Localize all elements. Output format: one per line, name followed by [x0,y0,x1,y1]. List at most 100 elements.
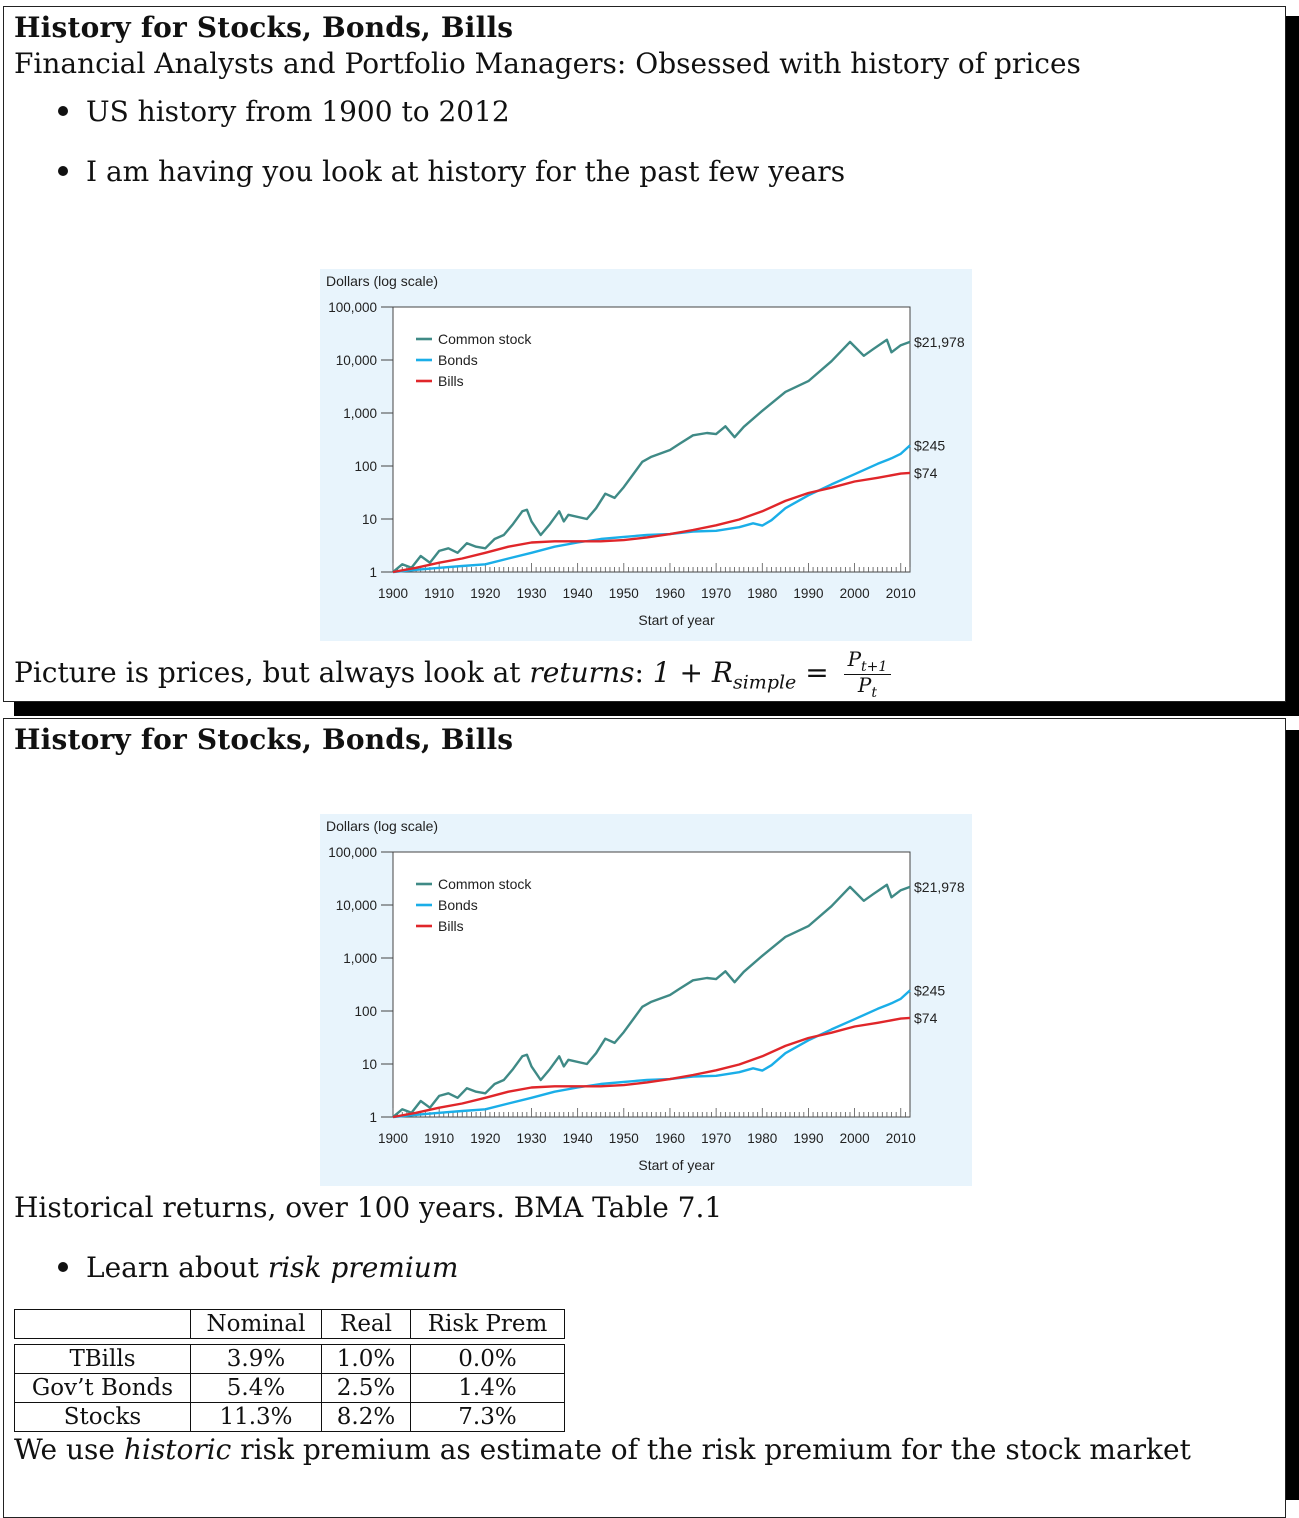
table-header-cell: Risk Prem [410,1309,565,1339]
log-price-chart: Dollars (log scale) 1 10 100 1,000 10,000 100,… [326,818,965,1173]
returns-text: Picture is prices, but always look at [14,656,521,689]
table-cell: 1.4% [410,1373,565,1403]
series-line-stock [392,883,911,1118]
formula-lhs: 1 + Rsimple [652,656,797,694]
slide-1-bullet-1: US history from 1900 to 2012 [58,95,510,128]
x-tick-label: 1910 [424,1131,454,1146]
table-row: TBills 3.9% 1.0% 0.0% [14,1344,565,1374]
series-end-label: $245 [914,982,945,998]
bullet-text: I am having you look at history for the … [86,155,846,188]
slide-2-caption: Historical returns, over 100 years. BMA … [14,1191,723,1224]
y-tick-label: 1 [369,565,377,580]
plot-area [392,851,911,1118]
equals-sign: = [805,656,829,689]
table-cell: Stocks [14,1402,191,1432]
table-cell: Gov’t Bonds [14,1373,191,1403]
series-end-label: $21,978 [914,879,965,895]
x-tick-label: 1960 [655,586,685,601]
y-tick-label: 10 [362,512,377,527]
slide-1-bullet-2: I am having you look at history for the … [58,155,845,188]
slide-2-closing: We use historic risk premium as estimate… [14,1433,1191,1466]
slide-2: History for Stocks, Bonds, Bills Dollars… [3,718,1286,1518]
x-tick-label: 1930 [516,586,546,601]
x-tick-label: 1900 [378,586,408,601]
plot-area [392,306,911,573]
x-tick-label: 2010 [886,1131,916,1146]
table-cell: 3.9% [190,1344,322,1374]
table-cell: 2.5% [321,1373,411,1403]
legend-label: Common stock [438,331,532,347]
y-axis-label: Dollars (log scale) [326,818,438,834]
series-line-bonds [392,444,911,574]
y-axis-label: Dollars (log scale) [326,273,438,289]
legend-label: Bills [438,918,464,934]
x-tick-label: 1990 [793,1131,823,1146]
closing-pre: We use [14,1433,115,1466]
series-end-label: $74 [914,465,938,481]
table-header-cell: Real [321,1309,411,1339]
table-cell: 11.3% [190,1402,322,1432]
formula-denominator: Pt [857,673,877,701]
table-header-cell: Nominal [190,1309,322,1339]
chart-1: Dollars (log scale) 1 10 100 1,000 10,000 100,… [320,269,972,641]
formula-subscript: simple [732,671,797,694]
bullet-text: US history from 1900 to 2012 [86,95,510,128]
slide-1-title: History for Stocks, Bonds, Bills [14,11,514,44]
x-tick-label: 1910 [424,586,454,601]
formula-fraction: Pt+1 Pt [843,649,892,701]
formula-numerator: Pt+1 [843,649,892,675]
x-tick-label: 1960 [655,1131,685,1146]
legend-label: Bills [438,373,464,389]
table-cell: 7.3% [410,1402,565,1432]
y-tick-label: 1 [369,1110,377,1125]
table-cell: 8.2% [321,1402,411,1432]
x-axis-label: Start of year [638,1157,715,1173]
legend-label: Common stock [438,876,532,892]
y-tick-label: 100 [354,1004,377,1019]
y-tick-label: 1,000 [343,951,377,966]
x-tick-label: 1940 [563,586,593,601]
x-tick-label: 1980 [747,586,777,601]
x-tick-label: 1920 [470,1131,500,1146]
chart-2: Dollars (log scale) 1 10 100 1,000 10,000 100,… [320,814,972,1186]
y-tick-label: 100 [354,459,377,474]
slide-1: History for Stocks, Bonds, Bills Financi… [3,6,1286,702]
series-line-bonds [392,989,911,1119]
y-tick-label: 100,000 [328,300,377,315]
bullet-dot-icon [58,1262,68,1272]
returns-formula-line: Picture is prices, but always look at re… [14,649,892,701]
x-tick-label: 1980 [747,1131,777,1146]
series-end-label: $21,978 [914,334,965,350]
log-price-chart: Dollars (log scale) 1 10 100 1,000 10,000 100,… [326,273,965,628]
bullet-prefix: Learn about [86,1251,259,1284]
x-tick-label: 1970 [701,586,731,601]
x-tick-label: 1940 [563,1131,593,1146]
x-axis-label: Start of year [638,612,715,628]
y-tick-label: 10,000 [336,898,377,913]
table-row: Stocks 11.3% 8.2% 7.3% [14,1402,565,1432]
table-cell: TBills [14,1344,191,1374]
x-tick-label: 2010 [886,586,916,601]
returns-table: Nominal Real Risk Prem TBills 3.9% 1.0% … [14,1309,565,1432]
table-cell: 1.0% [321,1344,411,1374]
series-end-label: $74 [914,1010,938,1026]
slide-2-bullet: Learn about risk premium [58,1251,458,1284]
table-cell: 5.4% [190,1373,322,1403]
closing-italic: historic [123,1433,232,1466]
slide-1-subtitle: Financial Analysts and Portfolio Manager… [14,47,1081,80]
legend-label: Bonds [438,352,478,368]
x-tick-label: 1970 [701,1131,731,1146]
y-tick-label: 10,000 [336,353,377,368]
y-tick-label: 10 [362,1057,377,1072]
bullet-dot-icon [58,166,68,176]
table-cell: 0.0% [410,1344,565,1374]
slide-1-shadow [14,700,1299,716]
x-tick-label: 2000 [840,586,870,601]
slide-1-shadow-right [1285,16,1299,716]
series-line-stock [392,338,911,573]
series-line-bills [392,1016,911,1119]
returns-word: returns [529,656,635,689]
slide-2-title: History for Stocks, Bonds, Bills [14,723,514,756]
x-tick-label: 1920 [470,586,500,601]
x-tick-label: 2000 [840,1131,870,1146]
